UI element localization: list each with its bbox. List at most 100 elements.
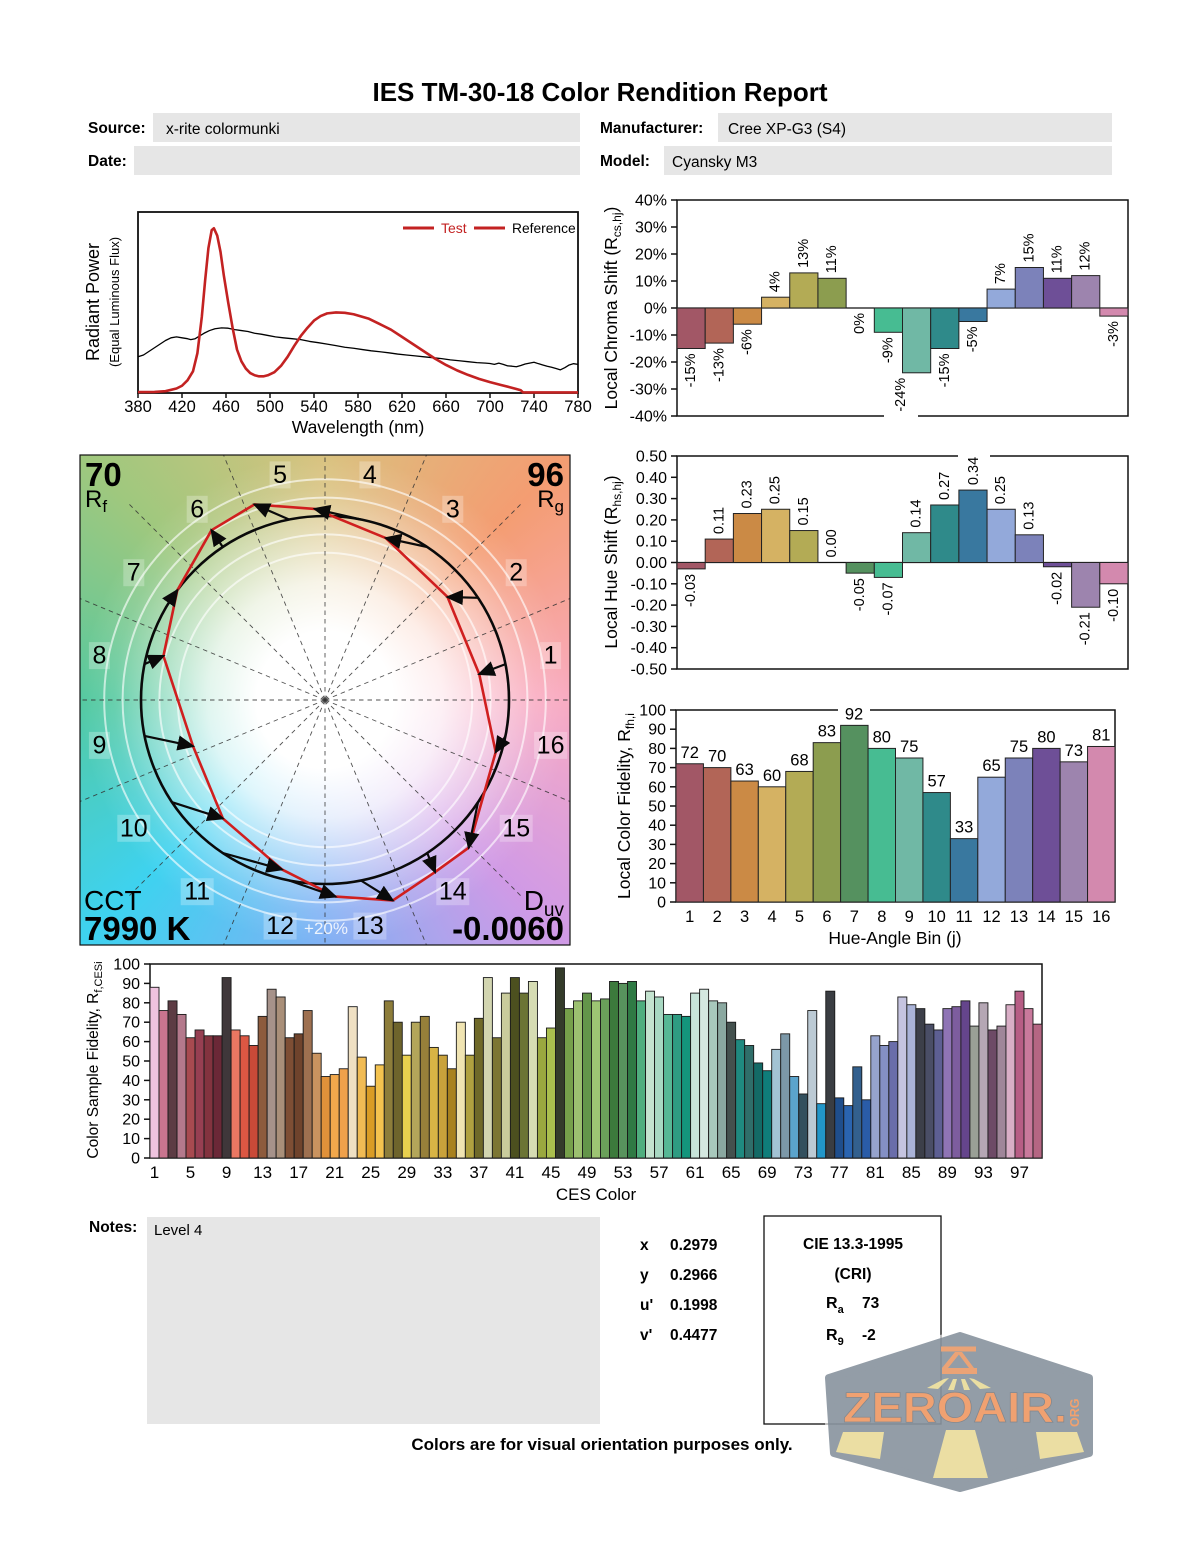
svg-text:-15%: -15%: [937, 353, 953, 387]
svg-text:-9%: -9%: [880, 337, 896, 363]
svg-text:-40%: -40%: [630, 409, 667, 426]
svg-text:0.15: 0.15: [796, 497, 812, 525]
svg-text:69: 69: [758, 1163, 777, 1182]
svg-text:70: 70: [85, 456, 122, 493]
svg-text:70: 70: [122, 1015, 140, 1032]
svg-text:65: 65: [722, 1163, 741, 1182]
svg-text:580: 580: [344, 398, 372, 416]
svg-text:89: 89: [938, 1163, 957, 1182]
svg-text:81: 81: [1092, 726, 1110, 744]
svg-text:-2: -2: [862, 1327, 876, 1344]
svg-text:0.25: 0.25: [993, 476, 1009, 504]
svg-text:Radiant Power: Radiant Power: [83, 243, 103, 361]
svg-text:96: 96: [527, 456, 564, 493]
svg-text:4: 4: [767, 908, 776, 926]
svg-text:0.30: 0.30: [636, 491, 667, 508]
svg-text:63: 63: [735, 761, 753, 779]
svg-text:41: 41: [505, 1163, 524, 1182]
svg-text:57: 57: [927, 773, 945, 791]
svg-text:0.00: 0.00: [636, 555, 667, 572]
svg-text:-15%: -15%: [683, 353, 699, 387]
svg-text:0.11: 0.11: [711, 507, 727, 534]
svg-text:CCT: CCT: [84, 885, 142, 916]
svg-text:7: 7: [850, 908, 859, 926]
svg-text:5: 5: [795, 908, 804, 926]
svg-text:8: 8: [92, 642, 106, 670]
svg-text:-0.40: -0.40: [631, 640, 668, 657]
svg-text:4: 4: [363, 461, 377, 489]
svg-text:-0.02: -0.02: [1050, 572, 1066, 605]
svg-text:92: 92: [845, 705, 863, 723]
svg-text:-24%: -24%: [893, 378, 909, 412]
svg-text:9: 9: [92, 731, 106, 759]
svg-text:85: 85: [902, 1163, 921, 1182]
svg-text:0.14: 0.14: [909, 499, 925, 527]
svg-text:83: 83: [818, 723, 836, 741]
svg-text:20: 20: [648, 856, 666, 873]
svg-text:-0.10: -0.10: [631, 576, 668, 593]
svg-text:11%: 11%: [824, 245, 840, 273]
svg-text:Reference: Reference: [512, 221, 576, 236]
svg-text:50: 50: [122, 1054, 140, 1071]
svg-text:1: 1: [685, 908, 694, 926]
svg-text:740: 740: [520, 398, 548, 416]
svg-text:7990 K: 7990 K: [84, 910, 191, 947]
svg-text:11%: 11%: [1050, 245, 1066, 273]
svg-text:-0.0060: -0.0060: [452, 910, 564, 947]
svg-text:61: 61: [686, 1163, 705, 1182]
svg-text:(CRI): (CRI): [834, 1266, 871, 1283]
svg-text:-6%: -6%: [739, 329, 755, 355]
svg-text:IES TM-30-18 Color Rendition R: IES TM-30-18 Color Rendition Report: [372, 77, 827, 107]
svg-text:81: 81: [866, 1163, 885, 1182]
svg-text:-0.10: -0.10: [1106, 589, 1122, 622]
svg-text:77: 77: [830, 1163, 849, 1182]
svg-text:33: 33: [433, 1163, 452, 1182]
svg-text:0.23: 0.23: [739, 480, 755, 508]
svg-text:8: 8: [877, 908, 886, 926]
svg-text:460: 460: [212, 398, 240, 416]
svg-text:33: 33: [955, 819, 973, 837]
svg-text:100: 100: [639, 703, 666, 720]
svg-text:u': u': [640, 1297, 653, 1314]
svg-text:500: 500: [256, 398, 284, 416]
svg-text:y: y: [640, 1267, 649, 1284]
svg-text:12: 12: [266, 912, 294, 940]
svg-text:0.25: 0.25: [768, 476, 784, 504]
svg-text:x: x: [640, 1237, 649, 1254]
svg-text:Notes:: Notes:: [89, 1219, 137, 1236]
svg-text:80: 80: [648, 741, 666, 758]
svg-text:45: 45: [541, 1163, 560, 1182]
svg-text:10%: 10%: [635, 274, 667, 291]
svg-text:21: 21: [325, 1163, 344, 1182]
svg-text:540: 540: [300, 398, 328, 416]
svg-text:Manufacturer:: Manufacturer:: [600, 120, 703, 137]
svg-text:15: 15: [1065, 908, 1083, 926]
svg-text:ZEROAIR.: ZEROAIR.: [843, 1384, 1067, 1432]
svg-text:14: 14: [439, 878, 467, 906]
svg-text:0%: 0%: [852, 313, 868, 334]
svg-text:Rf: Rf: [85, 486, 107, 516]
svg-text:90: 90: [648, 722, 666, 739]
svg-text:5: 5: [186, 1163, 195, 1182]
svg-text:-30%: -30%: [630, 382, 667, 399]
svg-text:12: 12: [982, 908, 1000, 926]
svg-text:-0.05: -0.05: [852, 578, 868, 611]
svg-text:(Equal Luminous Flux): (Equal Luminous Flux): [107, 237, 122, 367]
svg-text:Local Chroma Shift (Rcs,hj): Local Chroma Shift (Rcs,hj): [601, 207, 624, 410]
svg-text:6: 6: [190, 495, 204, 523]
svg-text:Test: Test: [441, 220, 467, 236]
svg-text:11: 11: [956, 908, 973, 926]
svg-text:75: 75: [900, 738, 918, 756]
svg-text:5: 5: [273, 461, 287, 489]
svg-text:20%: 20%: [635, 247, 667, 264]
svg-text:3: 3: [740, 908, 749, 926]
svg-text:2: 2: [713, 908, 722, 926]
svg-text:-3%: -3%: [1106, 321, 1122, 347]
svg-text:-0.50: -0.50: [631, 662, 668, 679]
svg-text:29: 29: [397, 1163, 416, 1182]
svg-text:30: 30: [648, 837, 666, 854]
svg-text:10: 10: [120, 814, 148, 842]
svg-text:Wavelength (nm): Wavelength (nm): [292, 417, 425, 437]
svg-text:0.13: 0.13: [1021, 502, 1037, 530]
svg-text:-0.03: -0.03: [683, 574, 699, 607]
